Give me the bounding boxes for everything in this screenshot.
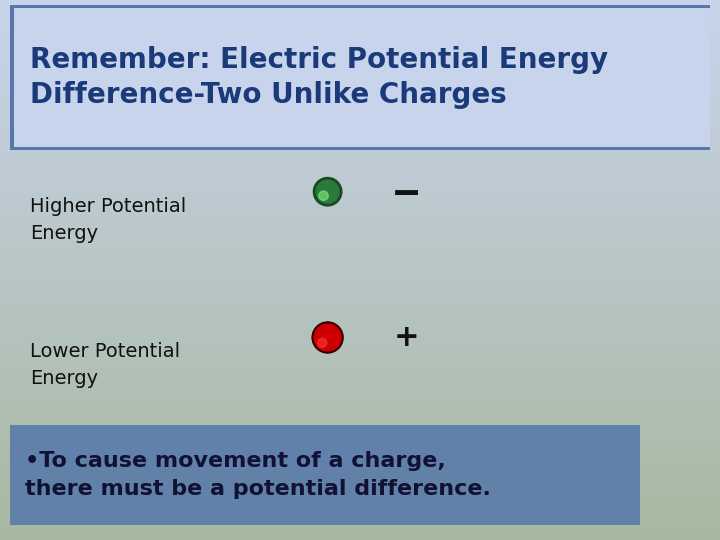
Bar bbox=[10, 147, 710, 150]
Text: •To cause movement of a charge,
there must be a potential difference.: •To cause movement of a charge, there mu… bbox=[25, 451, 491, 498]
Text: Higher Potential
Energy: Higher Potential Energy bbox=[30, 197, 186, 243]
Text: Remember: Electric Potential Energy
Difference-Two Unlike Charges: Remember: Electric Potential Energy Diff… bbox=[30, 46, 608, 109]
Bar bbox=[10, 5, 710, 150]
Bar bbox=[10, 5, 710, 8]
Bar bbox=[10, 5, 14, 150]
Circle shape bbox=[319, 191, 328, 200]
Text: +: + bbox=[394, 323, 420, 352]
Bar bbox=[10, 425, 640, 525]
Circle shape bbox=[318, 338, 327, 347]
Circle shape bbox=[312, 322, 343, 353]
Text: Lower Potential
Energy: Lower Potential Energy bbox=[30, 342, 180, 388]
Text: ‒: ‒ bbox=[393, 173, 420, 211]
Circle shape bbox=[314, 178, 341, 205]
